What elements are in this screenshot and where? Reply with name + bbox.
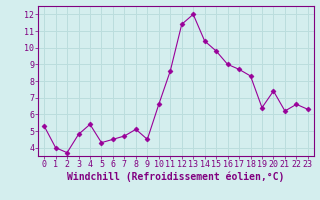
X-axis label: Windchill (Refroidissement éolien,°C): Windchill (Refroidissement éolien,°C) xyxy=(67,172,285,182)
